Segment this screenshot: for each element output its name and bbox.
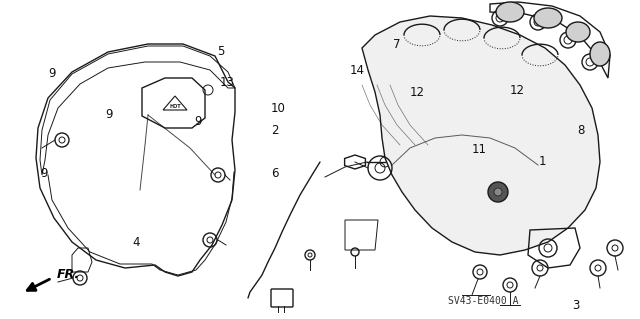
Text: 12: 12 [509, 85, 525, 97]
Text: 2: 2 [271, 124, 279, 137]
Polygon shape [362, 16, 600, 255]
Text: 9: 9 [49, 67, 56, 80]
Text: 9: 9 [105, 108, 113, 121]
Text: FR.: FR. [57, 269, 80, 281]
Text: 3: 3 [572, 299, 580, 312]
Text: 9: 9 [40, 167, 47, 180]
Text: 10: 10 [271, 102, 286, 115]
Text: 14: 14 [349, 64, 365, 77]
Text: 9: 9 [195, 115, 202, 128]
Ellipse shape [534, 8, 562, 28]
Text: 7: 7 [393, 38, 401, 50]
Ellipse shape [566, 22, 590, 42]
Text: HOT: HOT [169, 105, 181, 109]
Ellipse shape [496, 2, 524, 22]
Text: 4: 4 [132, 236, 140, 249]
Text: SV43-E0400 A: SV43-E0400 A [448, 296, 518, 306]
Text: 8: 8 [577, 124, 585, 137]
Text: 13: 13 [220, 77, 235, 89]
Text: 12: 12 [410, 86, 425, 99]
Text: 11: 11 [471, 144, 486, 156]
Ellipse shape [590, 42, 610, 66]
Text: 1: 1 [539, 155, 547, 167]
Text: 6: 6 [271, 167, 279, 180]
Circle shape [488, 182, 508, 202]
Text: 5: 5 [217, 45, 225, 57]
Circle shape [494, 188, 502, 196]
